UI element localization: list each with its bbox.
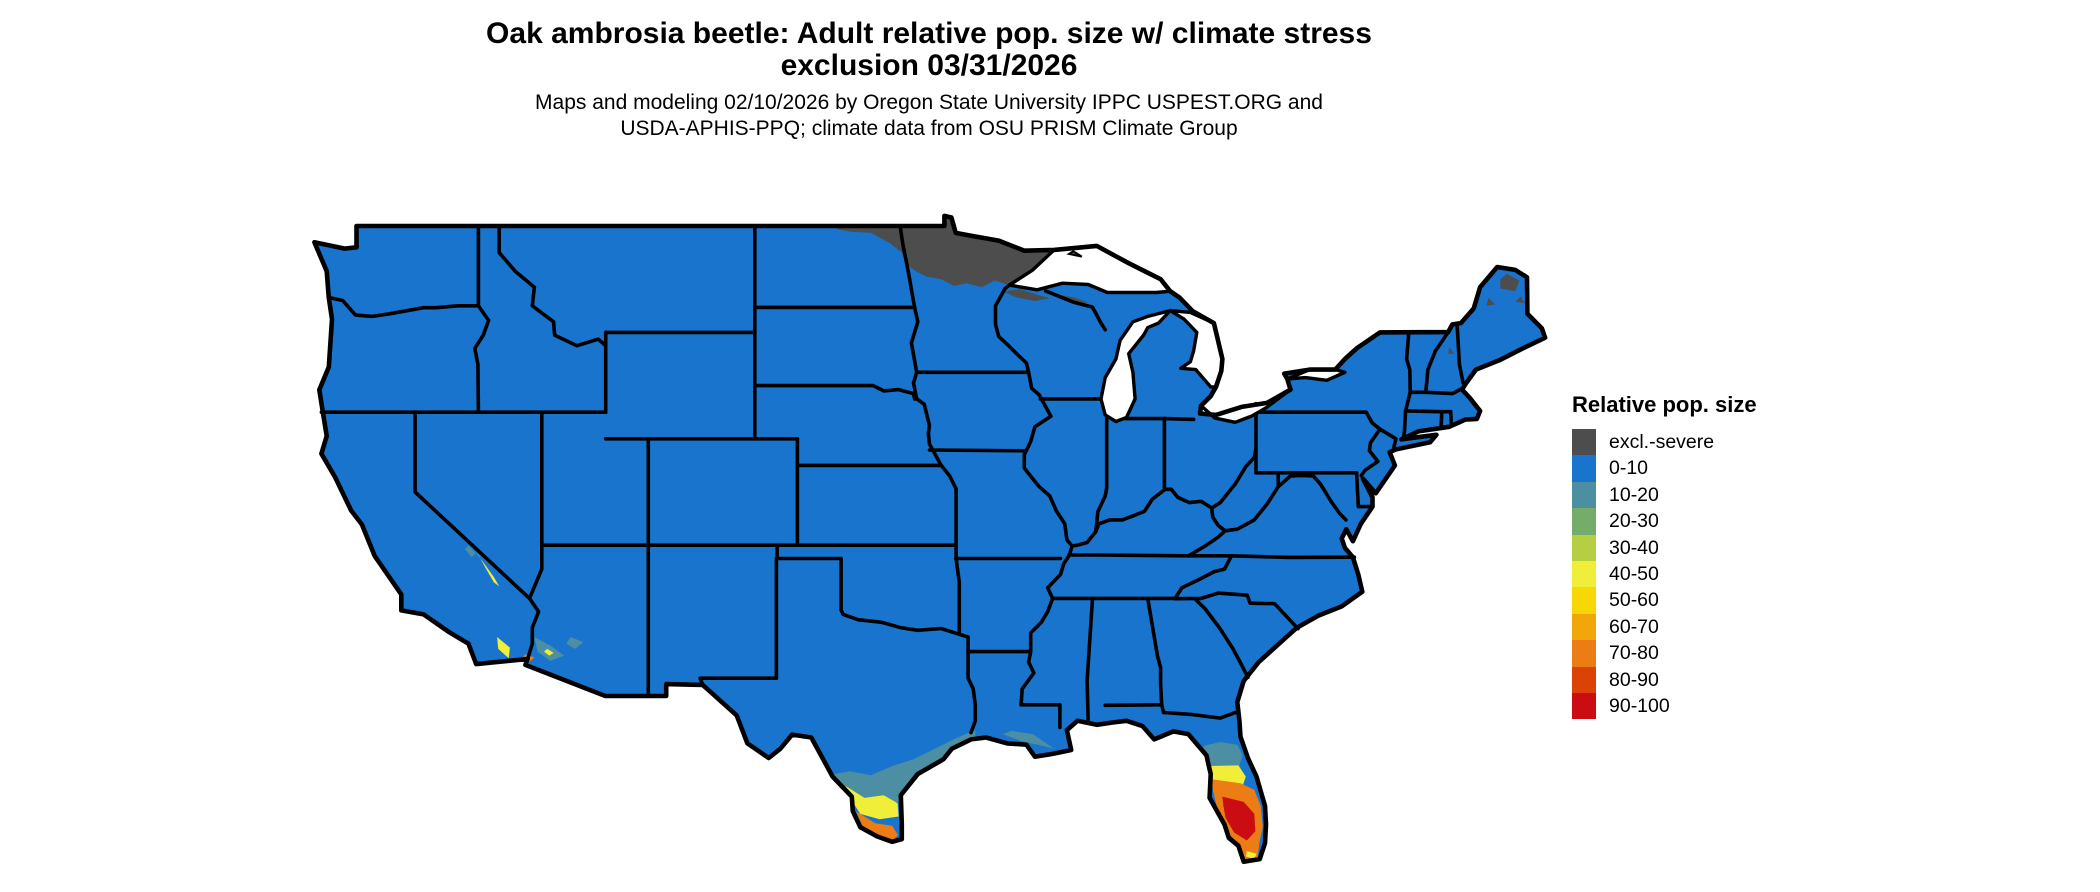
legend-swatch-b70 [1572,640,1596,667]
legend-item: 50-60 [1572,587,1757,614]
region-florida-central-10-20 [1203,742,1243,772]
region-texas-south-40-50 [845,785,899,820]
legend-swatch-b0 [1572,455,1596,482]
legend-swatch-b50 [1572,587,1596,614]
legend-item: 60-70 [1572,613,1757,641]
island-isle-royale [1066,250,1083,258]
legend-swatch-b30 [1572,534,1596,561]
legend-label: 20-30 [1609,510,1659,533]
legend-label: 40-50 [1609,562,1659,585]
title-line-2: exclusion 03/31/2026 [780,49,1078,82]
region-florida-keys-east [1255,861,1262,862]
region-excluded-severe-maine-west [1486,297,1495,306]
legend-swatch-b60 [1572,613,1596,641]
legend-swatch-b10 [1572,481,1596,509]
legend-item: excl.-severe [1572,429,1757,456]
legend-swatch-b20 [1572,508,1596,535]
region-california-death-valley-40-50 [475,551,500,587]
region-excluded-severe-wisconsin-west [1003,289,1050,301]
legend-label: excl.-severe [1609,431,1715,453]
figure-title: Oak ambrosia beetle: Adult relative pop.… [0,18,1858,82]
region-arizona-central-10-20 [566,637,584,649]
figure-subtitle: Maps and modeling 02/10/2026 by Oregon S… [0,90,1858,142]
legend-item: 30-40 [1572,534,1757,561]
region-arizona-west-40-50 [544,648,554,656]
region-excluded-severe-maine-east [1515,296,1525,304]
region-louisiana-coast-10-20 [1003,730,1055,749]
legend-item: 80-90 [1572,666,1757,693]
region-excluded-severe-maine-north [1500,273,1520,292]
state-borders [319,224,1465,735]
legend-label: 10-20 [1609,483,1659,506]
region-california-imperial-valley-40-50 [497,637,510,659]
region-california-death-valley-10-20 [465,545,476,558]
region-florida-keys-middle [1243,869,1252,873]
legend-label: 50-60 [1609,589,1659,612]
region-arizona-southwest-10-20 [534,637,565,661]
legend-title: Relative pop. size [1572,392,1757,417]
legend-label: 30-40 [1609,536,1659,559]
legend-label: 90-100 [1609,694,1670,717]
legend-label: 0-10 [1609,457,1649,480]
region-florida-tip-40-50 [1245,851,1257,860]
title-line-1: Oak ambrosia beetle: Adult relative pop.… [486,17,1372,50]
region-excluded-severe-minnesota [836,215,1061,288]
region-texas-coast-10-20 [828,730,976,810]
legend-swatch-b80 [1572,666,1596,693]
conus-outline [312,213,1548,864]
legend-swatch-b90 [1572,692,1596,720]
legend-swatch-b40 [1572,560,1596,588]
legend-item: 10-20 [1572,481,1757,509]
region-texas-south-70-80 [856,811,898,841]
legend-item: 70-80 [1572,640,1757,667]
region-florida-south-90-100 [1222,796,1256,841]
legend-items: excl.-severe 0-10 10-20 20-30 30-40 40-50 50-6… [1572,429,1757,720]
legend-swatch-excl [1572,429,1596,456]
subtitle-line-2: USDA-APHIS-PPQ; climate data from OSU PR… [620,117,1238,140]
map-data-overlays [465,215,1525,875]
legend-item: 90-100 [1572,692,1757,720]
legend-label: 70-80 [1609,642,1659,665]
legend-item: 0-10 [1572,455,1757,482]
region-florida-keys-west [1230,871,1239,875]
legend-item: 40-50 [1572,560,1757,588]
legend: Relative pop. size excl.-severe 0-10 10-20… [1572,392,1757,720]
region-excluded-severe-new-hampshire [1448,347,1455,354]
subtitle-line-1: Maps and modeling 02/10/2026 by Oregon S… [535,91,1323,114]
legend-item: 20-30 [1572,508,1757,535]
legend-label: 80-90 [1609,668,1659,691]
legend-label: 60-70 [1609,615,1659,638]
